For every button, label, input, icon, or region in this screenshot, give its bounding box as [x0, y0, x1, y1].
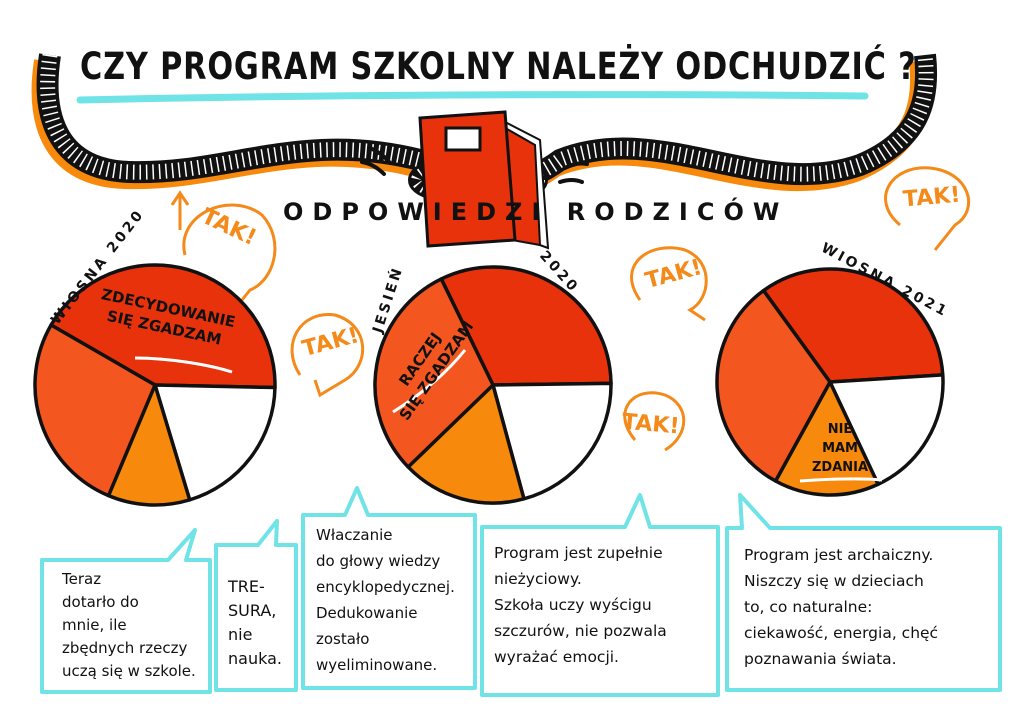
speech-bubble — [301, 486, 477, 690]
highlight-line — [799, 477, 883, 483]
speech-bubble — [40, 528, 212, 694]
pie2-slice-other — [491, 381, 613, 501]
slice-label-line: ZDANIA — [812, 460, 869, 475]
title-underline — [76, 91, 869, 104]
bubble-line: dotarło do — [62, 593, 139, 611]
bubble-line: Program jest archaiczny. — [744, 546, 934, 564]
highlight-line — [134, 356, 233, 374]
bubble-line: Program jest zupełnie — [494, 544, 663, 562]
bubble-line: uczą się w szkole. — [62, 662, 196, 680]
speech-bubble — [480, 493, 720, 697]
tak-label: TAK! — [902, 182, 962, 213]
bubble-line: Szkoła uczy wyścigu — [494, 596, 652, 614]
motion-lines — [360, 146, 589, 184]
subtitle: ODPOWIEDZI RODZICÓW — [283, 198, 789, 226]
pie2-slice-rather-agree — [373, 277, 495, 469]
speech-bubble — [725, 493, 1002, 692]
tak-bubble-outlines — [182, 166, 971, 452]
bubble-line: wyeliminowane. — [316, 656, 438, 674]
bubble-line: poznawania świata. — [744, 650, 897, 668]
bubble-line: Teraz — [62, 570, 102, 588]
pie1-slice-other — [153, 383, 277, 502]
speech-bubble-text: Program jest zupełnie nieżyciowy. Szkoła u… — [494, 540, 667, 670]
pie2-slice-strongly-agree — [439, 265, 613, 387]
pie1-slice-rather-agree — [33, 323, 157, 498]
bubble-line: encyklopedycznej. — [316, 578, 455, 596]
bubble-line: do głowy wiedzy — [316, 552, 441, 570]
bubble-line: nauka. — [228, 649, 282, 668]
slice-label-line: MAM — [822, 441, 858, 456]
pie3-slice-strongly-agree — [761, 267, 945, 384]
bubble-line: wyrażać emocji. — [494, 648, 619, 666]
pie2-slice-no-opinion — [406, 383, 526, 505]
pie3-slice-other — [828, 373, 945, 486]
bubble-line: Właczanie — [316, 526, 393, 544]
pie1-slice-no-opinion — [106, 383, 192, 507]
pie3-slice-rather-agree — [715, 288, 832, 483]
bubble-line: zbędnych rzeczy — [62, 639, 188, 657]
speech-bubble — [214, 519, 298, 692]
slice-label-line: NIE — [827, 422, 853, 437]
bubble-line: to, co naturalne: — [744, 598, 873, 616]
bubble-line: Dedukowanie — [316, 604, 418, 622]
highlight-line — [392, 349, 467, 414]
speech-bubble-text: Program jest archaiczny. Niszczy się w dz… — [744, 542, 938, 672]
bubble-line: TRE- — [228, 577, 265, 596]
slice-label-no-opinion: NIE MAM ZDANIA — [812, 420, 868, 477]
book-icon — [418, 110, 550, 250]
bubble-line: nieżyciowy. — [494, 570, 582, 588]
speech-bubble-text: Teraz dotarło do mnie, ile zbędnych rzeczy u… — [62, 568, 196, 683]
bubble-line: nie — [228, 625, 253, 644]
bubble-line: Niszczy się w dzieciach — [744, 572, 924, 590]
pie3-slice-no-opinion — [773, 380, 880, 497]
bubble-line: ciekawość, energia, chęć — [744, 624, 939, 642]
bubble-line: zostało — [316, 630, 370, 648]
speech-bubble-text: TRE- SURA, nie nauka. — [228, 575, 282, 671]
arrow-icon — [170, 190, 190, 230]
bubble-line: mnie, ile — [62, 616, 127, 634]
speech-bubble-text: Właczanie do głowy wiedzy encyklopedycznej… — [316, 522, 455, 678]
tak-label: TAK! — [621, 409, 681, 440]
bubble-line: szczurów, nie pozwala — [494, 622, 667, 640]
bubble-line: SURA, — [228, 601, 277, 620]
page-title: CZY PROGRAM SZKOLNY NALEŻY ODCHUDZIĆ ? — [80, 45, 917, 88]
